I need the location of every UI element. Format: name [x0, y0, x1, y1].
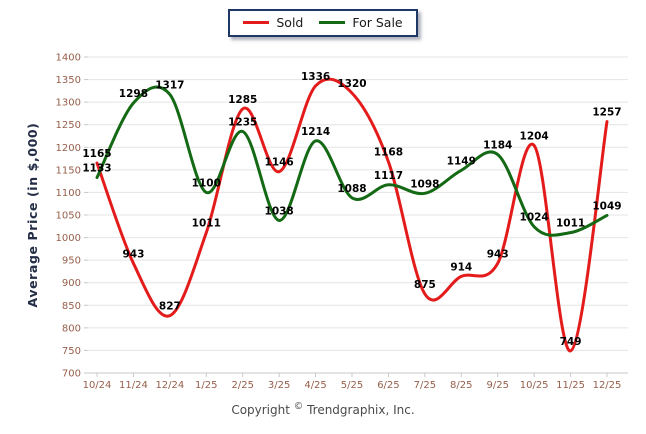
copyright-symbol-icon: ©	[293, 401, 304, 412]
legend-label-for-sale: For Sale	[352, 15, 403, 30]
data-label-for-sale: 1298	[119, 88, 148, 100]
data-label-sold: 1165	[82, 148, 111, 160]
legend-label-sold: Sold	[276, 15, 304, 30]
legend-item-sold: Sold	[243, 16, 303, 30]
data-label-sold: 1204	[520, 130, 549, 142]
y-tick-label: 1150	[56, 165, 81, 176]
data-label-sold: 943	[487, 248, 509, 260]
x-tick-label: 10/25	[520, 380, 549, 391]
data-label-for-sale: 1088	[337, 183, 366, 195]
data-label-for-sale: 1117	[374, 170, 403, 182]
data-label-for-sale: 1149	[447, 155, 476, 167]
legend-wrap: Sold For Sale	[0, 9, 646, 37]
x-tick-label: 3/25	[268, 380, 290, 391]
data-label-for-sale: 1184	[483, 140, 512, 152]
y-tick-label: 1100	[56, 188, 81, 199]
y-tick-label: 700	[62, 369, 81, 380]
y-tick-label: 1250	[56, 120, 81, 131]
data-label-for-sale: 1235	[228, 116, 257, 128]
copyright-pre: Copyright	[231, 403, 294, 417]
data-label-sold: 875	[414, 279, 436, 291]
y-tick-label: 800	[62, 323, 81, 334]
x-tick-label: 9/25	[486, 380, 508, 391]
data-label-sold: 1257	[592, 107, 621, 119]
data-label-for-sale: 1049	[592, 200, 621, 212]
y-tick-label: 1200	[56, 143, 81, 154]
data-label-for-sale: 1038	[265, 205, 294, 217]
data-label-sold: 1285	[228, 94, 257, 106]
y-tick-label: 950	[62, 256, 81, 267]
x-tick-label: 5/25	[341, 380, 363, 391]
data-label-sold: 1146	[265, 157, 294, 169]
data-label-sold: 943	[122, 248, 144, 260]
data-label-for-sale: 1098	[410, 178, 439, 190]
x-tick-label: 8/25	[450, 380, 472, 391]
y-tick-label: 1300	[56, 98, 81, 109]
copyright-text: Copyright © Trendgraphix, Inc.	[0, 401, 646, 417]
x-tick-label: 7/25	[414, 380, 436, 391]
data-label-sold: 914	[450, 261, 472, 273]
data-label-sold: 1336	[301, 71, 330, 83]
data-label-for-sale: 1133	[82, 163, 111, 175]
x-tick-label: 11/24	[119, 380, 148, 391]
data-label-sold: 1320	[337, 78, 366, 90]
y-tick-label: 850	[62, 301, 81, 312]
data-label-sold: 1011	[192, 218, 221, 230]
sold-line-swatch-icon	[243, 21, 270, 25]
legend-item-for-sale: For Sale	[319, 15, 403, 30]
x-tick-label: 10/24	[83, 380, 112, 391]
y-tick-label: 1050	[56, 211, 81, 222]
chart-legend: Sold For Sale	[228, 9, 418, 37]
x-tick-label: 2/25	[231, 380, 253, 391]
copyright-post: Trendgraphix, Inc.	[303, 403, 415, 417]
y-tick-label: 1350	[56, 75, 81, 86]
x-tick-label: 4/25	[304, 380, 326, 391]
y-tick-label: 900	[62, 278, 81, 289]
data-label-for-sale: 1317	[155, 79, 184, 91]
for-sale-line-swatch-icon	[319, 21, 346, 25]
y-axis-title: Average Price (in $,000)	[25, 123, 40, 308]
y-tick-label: 750	[62, 346, 81, 357]
series-line-sold	[95, 77, 609, 353]
data-label-sold: 1168	[374, 147, 403, 159]
x-tick-label: 1/25	[195, 380, 217, 391]
data-label-sold: 827	[159, 301, 181, 313]
x-tick-label: 11/25	[556, 380, 585, 391]
data-label-for-sale: 1214	[301, 126, 330, 138]
x-tick-label: 6/25	[377, 380, 399, 391]
y-tick-label: 1000	[56, 233, 81, 244]
x-tick-label: 12/24	[155, 380, 184, 391]
data-label-for-sale: 1024	[520, 212, 549, 224]
x-tick-label: 12/25	[593, 380, 622, 391]
series-line-for-sale	[95, 85, 609, 237]
data-label-sold: 749	[560, 336, 582, 348]
data-label-for-sale: 1011	[556, 218, 585, 230]
data-label-for-sale: 1100	[192, 177, 221, 189]
y-tick-label: 1400	[56, 53, 81, 64]
